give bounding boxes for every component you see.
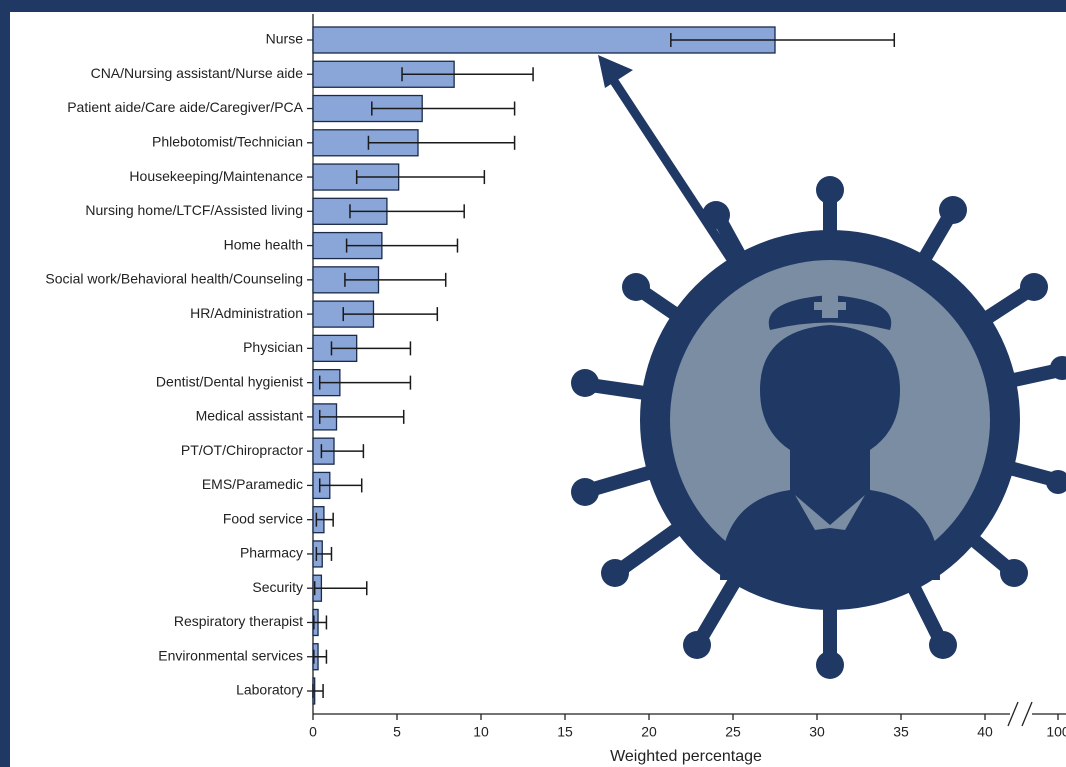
x-tick-label: 25	[725, 724, 741, 740]
y-tick-label: Patient aide/Care aide/Caregiver/PCA	[67, 99, 303, 115]
y-tick-label: Environmental services	[158, 647, 303, 663]
y-tick-label: Food service	[223, 510, 303, 526]
x-tick-label: 20	[641, 724, 657, 740]
y-tick-label: Nurse	[266, 31, 304, 47]
y-tick-label: Social work/Behavioral health/Counseling	[45, 271, 303, 287]
x-tick-label: 5	[393, 724, 401, 740]
x-tick-label: 30	[809, 724, 825, 740]
x-tick-label: 35	[893, 724, 909, 740]
x-tick-label: 15	[557, 724, 573, 740]
y-tick-label: Security	[252, 579, 303, 595]
y-tick-label: Phlebotomist/Technician	[152, 133, 303, 149]
page: {"chart_data": {"type": "bar", "orientat…	[0, 0, 1066, 767]
y-tick-label: Pharmacy	[240, 545, 303, 561]
chart: 0 5 10 15 20 25 30 35 40 100 Nurse CNA/Nursing assi…	[0, 0, 1066, 767]
x-tick-label: 100	[1046, 724, 1066, 740]
y-tick-label: Laboratory	[236, 682, 303, 698]
y-tick-label: Dentist/Dental hygienist	[156, 373, 303, 389]
y-tick-label: EMS/Paramedic	[202, 476, 303, 492]
y-tick-label: Medical assistant	[196, 408, 303, 424]
x-tick-label: 10	[473, 724, 489, 740]
x-tick-label: 40	[977, 724, 993, 740]
y-tick-label: HR/Administration	[190, 305, 303, 321]
y-tick-label: Respiratory therapist	[174, 613, 303, 629]
y-tick-label: Physician	[243, 339, 303, 355]
y-tick-label: CNA/Nursing assistant/Nurse aide	[91, 65, 304, 81]
y-tick-label: Home health	[224, 236, 303, 252]
y-tick-label: Nursing home/LTCF/Assisted living	[85, 202, 303, 218]
x-tick-label: 0	[309, 724, 317, 740]
y-tick-label: Housekeeping/Maintenance	[129, 168, 303, 184]
y-tick-label: PT/OT/Chiropractor	[181, 442, 303, 458]
x-axis-label: Weighted percentage	[610, 748, 762, 765]
